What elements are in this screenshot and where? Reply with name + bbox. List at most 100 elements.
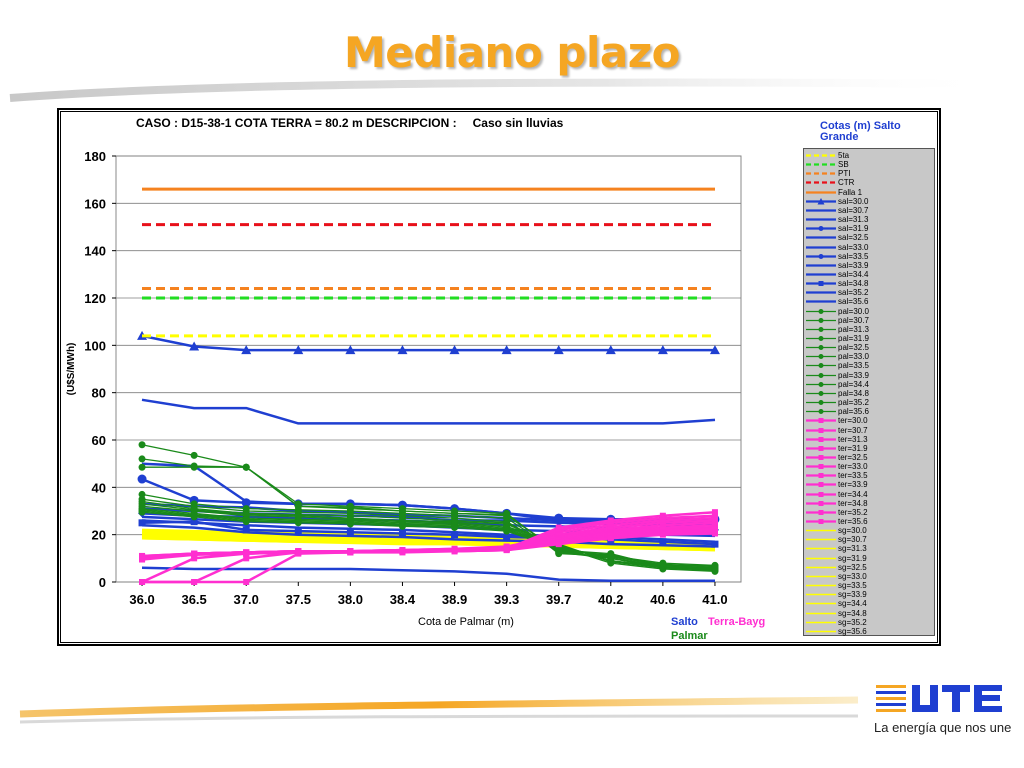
legend-swatch <box>806 281 836 287</box>
legend-swatch <box>806 400 836 406</box>
legend-swatch <box>806 519 836 524</box>
data-point-pal=31.3 <box>190 463 198 471</box>
data-point-ter=35.2 <box>243 555 250 562</box>
x-axis-title: Cota de Palmar (m) <box>418 616 514 628</box>
data-point-ter=35.6 <box>191 579 198 585</box>
series-line-pal=35.6 <box>141 511 716 567</box>
legend-swatch <box>806 273 836 276</box>
legend-item-label: ter=35.6 <box>838 517 868 526</box>
legend-swatch <box>806 253 836 259</box>
legend-swatch <box>806 464 836 470</box>
legend-item-label: pal=35.6 <box>838 407 869 417</box>
legend-swatch <box>806 218 836 221</box>
data-point-sal=30.0 <box>553 345 564 355</box>
legend-item-label: pal=31.3 <box>838 324 869 334</box>
legend-swatch <box>806 454 836 460</box>
x-tick-label: 37.0 <box>234 592 259 607</box>
data-point-sal=30.0 <box>605 345 616 355</box>
y-tick-label: 160 <box>84 196 106 211</box>
series-line-sal=35.2 <box>141 523 716 548</box>
x-tick-label: 38.0 <box>338 592 363 607</box>
legend-swatch <box>806 630 836 633</box>
legend-swatch <box>806 500 836 506</box>
data-point-ter=35.6 <box>243 579 250 585</box>
data-point-pal=35.6 <box>451 524 459 532</box>
data-point-ter=35.6 <box>555 541 562 548</box>
data-point-pal=31.3 <box>242 463 250 471</box>
legend-swatch <box>806 584 836 587</box>
legend-swatch <box>806 264 836 267</box>
data-point-ter=35.6 <box>711 530 718 537</box>
data-point-ter=35.6 <box>607 535 614 542</box>
data-point-sal=30.0 <box>709 345 720 355</box>
legend-swatch <box>806 575 836 578</box>
legend-item-label: sal=34.4 <box>838 269 869 279</box>
legend-swatch <box>806 163 836 166</box>
data-point-pal=35.6 <box>190 513 198 521</box>
data-point-sal=34.8 <box>242 526 250 534</box>
legend-swatch <box>806 354 836 360</box>
legend-item-label: sg=33.0 <box>838 571 867 581</box>
legend-item-label: sal=34.8 <box>838 279 869 289</box>
series-line-pal=34.4 <box>141 507 716 570</box>
legend-title: Cotas (m) Salto Grande <box>820 120 901 143</box>
legend-item-label: pal=35.2 <box>838 398 869 408</box>
legend-item-label: pal=34.8 <box>838 388 869 398</box>
x-tick-label: 41.0 <box>702 592 727 607</box>
data-point-sal=30.0 <box>241 345 252 355</box>
legend-swatch <box>806 372 836 378</box>
legend-item-label: sal=33.5 <box>838 251 869 261</box>
legend-item-label: Falla 1 <box>838 187 863 197</box>
legend-swatch <box>806 154 836 157</box>
data-point-pal=30.0 <box>190 451 198 459</box>
data-point-pal=31.3 <box>138 463 146 471</box>
data-point-ter=35.6 <box>659 531 666 538</box>
data-point-sal=30.0 <box>449 345 460 355</box>
data-point-ter=35.6 <box>451 548 458 555</box>
data-point-sal=34.8 <box>398 529 406 537</box>
data-point-sal=30.0 <box>293 345 304 355</box>
legend-swatch <box>806 181 836 185</box>
legend-swatch <box>806 245 836 249</box>
data-point-pal=35.6 <box>346 520 354 528</box>
data-point-pal=35.6 <box>294 519 302 527</box>
y-tick-label: 60 <box>92 433 106 448</box>
data-point-sal=34.8 <box>294 527 302 535</box>
y-tick-label: 80 <box>92 386 106 401</box>
legend-swatch <box>806 317 836 323</box>
data-point-ter=30.0 <box>711 509 718 516</box>
chart-legend: 5ta SB PTI CTR Falla 1 sal=30.0 sal=30.7 sal=31… <box>803 148 935 636</box>
legend-item-label: ter=34.4 <box>838 489 868 499</box>
legend-swatch <box>806 190 836 194</box>
legend-item-label: sg=33.5 <box>838 581 867 591</box>
data-point-sal=34.8 <box>138 519 146 527</box>
data-point-sal=30.0 <box>397 345 408 355</box>
data-point-pal=35.6 <box>398 522 406 530</box>
data-point-sal=30.0 <box>345 345 356 355</box>
legend-swatch <box>806 381 836 387</box>
legend-swatch <box>806 326 836 332</box>
y-tick-label: 120 <box>84 291 106 306</box>
data-point-sal=34.8 <box>190 518 198 526</box>
legend-swatch <box>806 172 836 175</box>
x-tick-label: 38.9 <box>442 592 467 607</box>
legend-item-label: sal=30.7 <box>838 205 869 215</box>
legend-item-label: ter=32.5 <box>838 452 868 462</box>
legend-swatch <box>806 336 836 341</box>
data-point-sal=34.8 <box>346 528 354 536</box>
legend-item-label: CTR <box>838 178 855 188</box>
group-label-salto: Salto <box>671 616 698 628</box>
legend-swatch <box>806 345 836 351</box>
legend-item-label: sal=35.2 <box>838 288 869 298</box>
x-tick-label: 38.4 <box>390 592 416 607</box>
legend-item-label: sg=32.5 <box>838 562 867 572</box>
legend-item-label: ter=30.0 <box>838 416 868 426</box>
legend-swatch <box>806 436 836 442</box>
slogan-text: La energía que nos une <box>874 720 1012 735</box>
legend-swatch <box>806 209 836 212</box>
data-point-pal=35.6 <box>503 527 511 535</box>
data-point-pal=30.7 <box>138 455 146 463</box>
chart-case-title: CASO : D15-38-1 COTA TERRA = 80.2 m DESC… <box>136 116 563 130</box>
legend-item-label: sg=33.9 <box>838 590 867 600</box>
data-point-ter=34.8 <box>191 555 198 562</box>
